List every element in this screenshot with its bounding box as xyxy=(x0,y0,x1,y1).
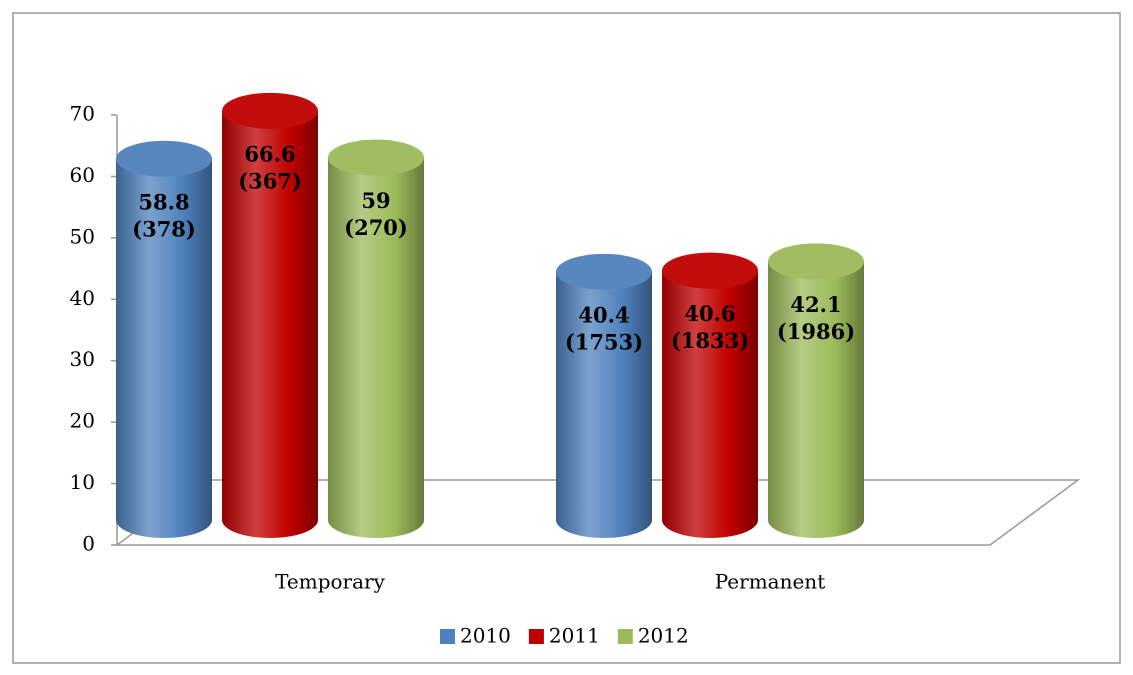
data-label: 58.8 xyxy=(138,189,189,214)
data-label: (1753) xyxy=(565,329,643,354)
bar xyxy=(116,158,212,539)
data-label: 40.4 xyxy=(578,302,629,327)
data-label: (378) xyxy=(132,216,196,241)
data-label: 40.6 xyxy=(684,301,735,326)
y-tick-label: 60 xyxy=(70,163,95,187)
bar-top xyxy=(556,253,652,290)
y-tick-label: 0 xyxy=(82,532,95,556)
bar xyxy=(556,271,652,538)
legend-label: 2010 xyxy=(460,624,511,648)
bar xyxy=(768,261,864,538)
data-label: (1833) xyxy=(671,328,749,353)
bar xyxy=(662,270,758,538)
x-tick-label: Permanent xyxy=(715,570,825,594)
legend-swatch xyxy=(528,629,544,644)
bar-top xyxy=(768,243,864,280)
data-label: (1986) xyxy=(777,319,855,344)
data-label: 59 xyxy=(361,188,390,213)
y-tick-label: 50 xyxy=(70,224,95,248)
y-tick-label: 70 xyxy=(70,102,95,126)
data-label: (367) xyxy=(238,168,302,193)
legend-swatch xyxy=(617,629,633,644)
data-label: 66.6 xyxy=(244,141,295,166)
bar-top xyxy=(328,139,424,176)
y-tick-label: 20 xyxy=(70,409,95,433)
y-tick-label: 40 xyxy=(70,286,95,310)
bar xyxy=(328,157,424,539)
bar-top xyxy=(116,140,212,177)
y-tick-label: 30 xyxy=(70,347,95,371)
y-tick-label: 10 xyxy=(70,470,95,494)
data-label: 42.1 xyxy=(790,292,841,317)
legend-swatch xyxy=(440,629,455,644)
bar-top xyxy=(222,92,318,129)
data-label: (270) xyxy=(344,215,408,240)
legend-label: 2011 xyxy=(549,624,600,648)
bar-top xyxy=(662,252,758,289)
x-tick-label: Temporary xyxy=(275,570,385,594)
legend-label: 2012 xyxy=(638,624,689,648)
bar xyxy=(222,110,318,538)
